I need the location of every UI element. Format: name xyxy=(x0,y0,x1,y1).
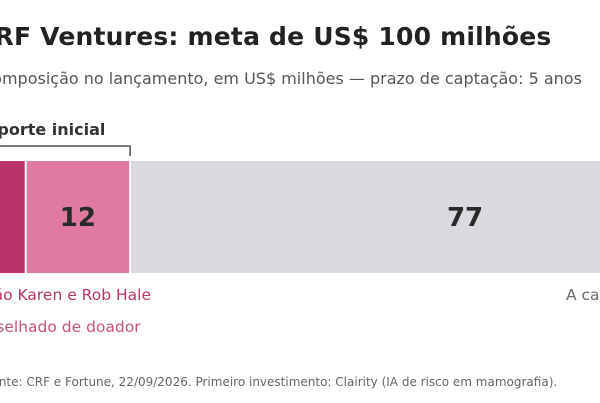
bar-value-label-3: 77 xyxy=(447,203,483,233)
bar-segment-2 xyxy=(25,161,131,273)
bar-value-label-2: 12 xyxy=(60,203,96,233)
segment-name-daf: Fundo aconselhado de doador xyxy=(0,318,141,336)
bar-segment-3 xyxy=(130,161,600,273)
bar-segment-1 xyxy=(0,161,26,273)
bracket-line xyxy=(0,145,131,156)
chart-subtitle: Composição no lançamento, em US$ milhões… xyxy=(0,69,582,88)
bracket-label: Aporte inicial xyxy=(0,120,106,139)
segment-name-hale: Fundação Karen e Rob Hale xyxy=(0,286,151,304)
source-note: Fonte: CRF e Fortune, 22/09/2026. Primei… xyxy=(0,375,558,389)
chart-title: CRF Ventures: meta de US$ 100 milhões xyxy=(0,22,552,51)
segment-name-remaining: A captar xyxy=(566,286,600,304)
